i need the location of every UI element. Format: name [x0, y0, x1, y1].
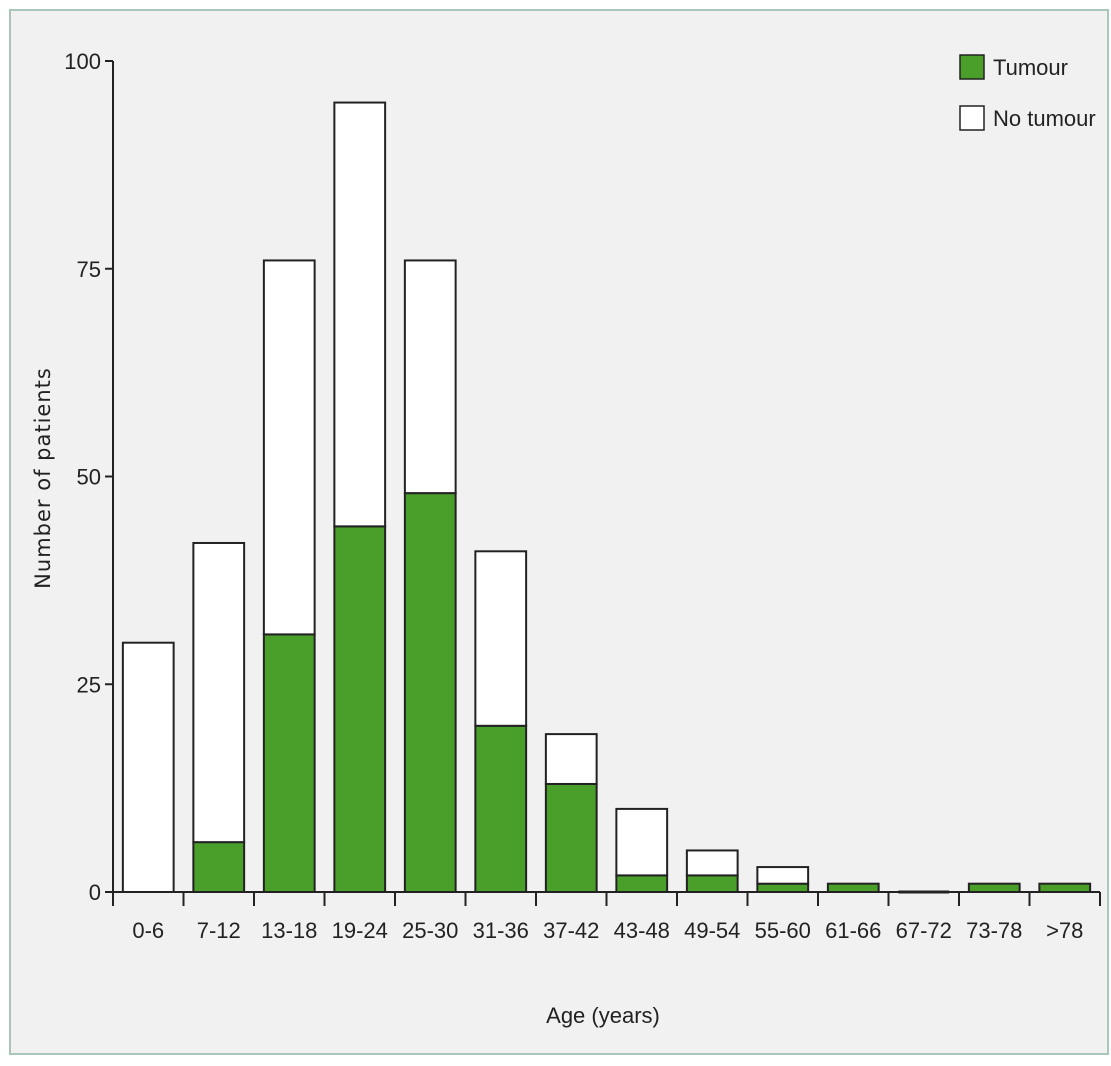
- bar-tumour: [262, 633, 316, 893]
- y-tick-label: 100: [64, 49, 101, 74]
- x-tick-label: >78: [1046, 918, 1083, 943]
- legend-label-no-tumour: No tumour: [993, 106, 1096, 131]
- y-ticks: 0 25 50 75 100: [64, 49, 113, 905]
- x-axis-title: Age (years): [546, 1003, 660, 1028]
- bar-tumour: [615, 874, 669, 894]
- bar-tumour: [756, 882, 810, 894]
- bar-no-tumour: [685, 849, 739, 877]
- bar-tumour: [967, 882, 1021, 894]
- y-axis-title: Number of patients: [31, 367, 55, 589]
- legend-swatch-tumour: [959, 54, 985, 80]
- x-tick-label: 61-66: [825, 918, 881, 943]
- bar-tumour: [333, 525, 387, 893]
- axes: [112, 61, 1100, 893]
- legend-swatch-no-tumour: [959, 105, 985, 131]
- y-tick-label: 25: [77, 672, 101, 697]
- bar-tumour: [474, 724, 528, 893]
- x-tick-label: 37-42: [543, 918, 599, 943]
- bar-no-tumour: [615, 807, 669, 877]
- bar-no-tumour: [756, 866, 810, 885]
- x-ticks: 0-6 7-12 13-18 19-24 25-30 31-36 37-42 43-48 49-…: [112, 892, 1101, 943]
- y-tick-label: 0: [89, 880, 101, 905]
- bar-no-tumour: [192, 541, 246, 844]
- bars: [121, 101, 1092, 894]
- legend: Tumour No tumour: [959, 54, 1096, 131]
- bar-tumour: [403, 492, 457, 893]
- x-tick-label: 43-48: [614, 918, 670, 943]
- bar-tumour: [544, 782, 598, 893]
- bar-no-tumour: [403, 259, 457, 495]
- bar-tumour: [192, 841, 246, 894]
- x-tick-label: 0-6: [132, 918, 164, 943]
- x-tick-label: 73-78: [966, 918, 1022, 943]
- x-tick-label: 31-36: [473, 918, 529, 943]
- bar-no-tumour: [262, 259, 316, 636]
- bar-tumour: [826, 882, 880, 894]
- x-tick-label: 25-30: [402, 918, 458, 943]
- x-tick-label: 55-60: [755, 918, 811, 943]
- bar-no-tumour: [333, 101, 387, 528]
- bar-no-tumour: [121, 641, 175, 894]
- x-tick-label: 19-24: [332, 918, 388, 943]
- bar-tumour: [685, 874, 739, 894]
- x-tick-label: 13-18: [261, 918, 317, 943]
- legend-label-tumour: Tumour: [993, 55, 1068, 80]
- bar-tumour: [1038, 882, 1092, 894]
- x-tick-label: 67-72: [896, 918, 952, 943]
- y-tick-label: 75: [77, 257, 101, 282]
- bar-no-tumour: [544, 733, 598, 785]
- x-tick-label: 7-12: [197, 918, 241, 943]
- bar-no-tumour: [474, 550, 528, 727]
- y-tick-label: 50: [77, 465, 101, 490]
- x-tick-label: 49-54: [684, 918, 740, 943]
